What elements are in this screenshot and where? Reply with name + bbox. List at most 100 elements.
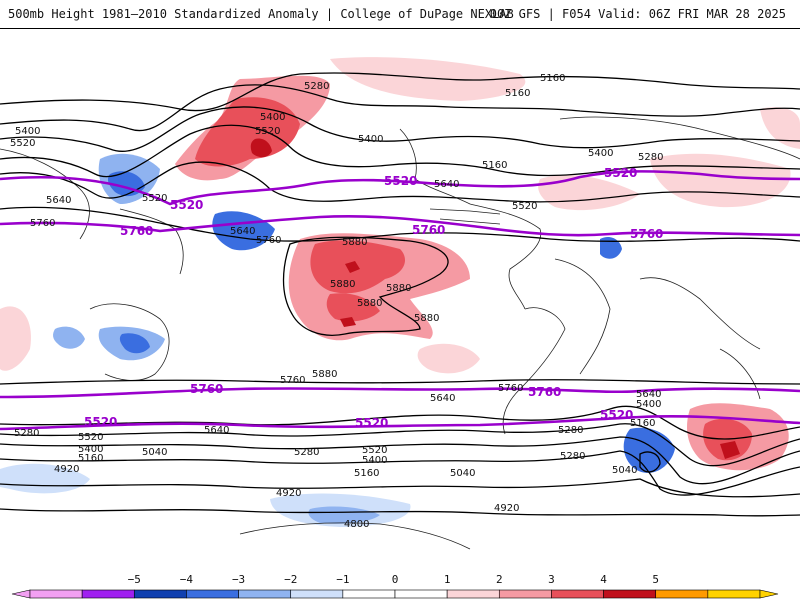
map-panel: 5280 5160 5160 5400 5520 5400 5400 5160 … bbox=[0, 28, 800, 562]
colorbar-tick-label: 3 bbox=[548, 573, 555, 586]
coastline bbox=[554, 258, 611, 375]
height-contour bbox=[0, 206, 800, 242]
contour-label: 5520 bbox=[362, 445, 387, 456]
colorbar-swatch bbox=[290, 589, 344, 599]
colorbar-swatch bbox=[498, 589, 552, 599]
contour-label: 5640 bbox=[230, 226, 255, 237]
colorbar-tick-label: 2 bbox=[496, 573, 503, 586]
height-contour-5760 bbox=[0, 214, 800, 237]
colorbar-tick-label: 1 bbox=[444, 573, 451, 586]
colorbar-swatch bbox=[707, 589, 761, 599]
anomaly-region bbox=[326, 293, 380, 322]
contour-label: 5280 bbox=[14, 428, 39, 439]
contour-label: 5400 bbox=[362, 455, 387, 466]
colorbar-tick-label: −3 bbox=[232, 573, 245, 586]
contour-label-5520: 5520 bbox=[604, 166, 637, 180]
anomaly-region bbox=[345, 261, 360, 273]
highlight-contours bbox=[0, 170, 800, 431]
colorbar-arrow-right bbox=[759, 589, 779, 599]
contour-label: 5520 bbox=[512, 201, 537, 212]
height-contour bbox=[0, 161, 800, 203]
height-contour-5520 bbox=[0, 170, 800, 206]
contour-label: 4920 bbox=[276, 488, 301, 499]
contour-label-5520: 5520 bbox=[355, 416, 388, 430]
contour-label: 5280 bbox=[294, 447, 319, 458]
contour-label: 5280 bbox=[560, 451, 585, 462]
anomaly-region bbox=[417, 343, 480, 374]
anomaly-region bbox=[308, 506, 380, 524]
contour-label-5760: 5760 bbox=[528, 385, 561, 399]
header: 500mb Height 1981–2010 Standardized Anom… bbox=[0, 0, 800, 28]
contour-label: 5400 bbox=[588, 148, 613, 159]
contour-label: 5400 bbox=[636, 399, 661, 410]
colorbar-swatch bbox=[551, 589, 604, 599]
contour-label: 5880 bbox=[312, 369, 337, 380]
model-run-info: 00Z GFS | F054 Valid: 06Z FRI MAR 28 202… bbox=[489, 7, 786, 21]
anomaly-region bbox=[760, 107, 800, 149]
contour-label: 5640 bbox=[204, 425, 229, 436]
height-contour bbox=[0, 124, 800, 178]
contour-label: 5640 bbox=[434, 179, 459, 190]
contour-label: 5280 bbox=[638, 152, 663, 163]
anomaly-region bbox=[330, 57, 526, 101]
contour-label-5760: 5760 bbox=[120, 224, 153, 238]
colorbar-arrow-left bbox=[11, 589, 31, 599]
colorbar-swatch bbox=[238, 589, 292, 599]
coastline bbox=[239, 522, 471, 550]
height-contour bbox=[639, 451, 661, 473]
height-contour-5520 bbox=[0, 414, 800, 431]
contour-label-5760: 5760 bbox=[412, 223, 445, 237]
colorbar-swatch bbox=[29, 589, 83, 599]
contour-label-5520: 5520 bbox=[600, 408, 633, 422]
contour-label: 5880 bbox=[342, 237, 367, 248]
contour-label: 5400 bbox=[78, 444, 103, 455]
anomaly-region bbox=[720, 441, 740, 459]
contour-label: 5400 bbox=[358, 134, 383, 145]
coastlines bbox=[0, 116, 800, 550]
contour-label: 5520 bbox=[255, 126, 280, 137]
coastline bbox=[559, 116, 800, 160]
coastline bbox=[639, 277, 761, 350]
contour-label: 5160 bbox=[482, 160, 507, 171]
height-contour bbox=[0, 379, 800, 385]
contour-label: 5040 bbox=[142, 447, 167, 458]
anomaly-region bbox=[538, 174, 640, 211]
contour-label: 5160 bbox=[630, 418, 655, 429]
height-contour bbox=[0, 84, 800, 132]
highlight-labels: 5520 5520 5520 5520 5760 5760 5760 5760 … bbox=[84, 166, 663, 430]
colorbar-swatches bbox=[11, 589, 779, 599]
contour-label: 4800 bbox=[344, 519, 369, 530]
contour-label-5520: 5520 bbox=[170, 198, 203, 212]
contour-label: 5400 bbox=[15, 126, 40, 137]
colorbar-tick-label: −1 bbox=[336, 573, 349, 586]
contour-label: 5160 bbox=[540, 73, 565, 84]
colorbar-swatch bbox=[603, 589, 657, 599]
colorbar-swatch bbox=[655, 589, 709, 599]
colorbar-swatch bbox=[133, 589, 187, 599]
anomaly-region bbox=[119, 333, 150, 354]
anomaly-region bbox=[340, 317, 356, 327]
height-contour bbox=[0, 405, 800, 440]
height-contour bbox=[0, 508, 800, 517]
map-title: 500mb Height 1981–2010 Standardized Anom… bbox=[8, 7, 514, 21]
contour-label: 5160 bbox=[505, 88, 530, 99]
contour-label: 4920 bbox=[54, 464, 79, 475]
colorbar-tick-label: 4 bbox=[600, 573, 607, 586]
contour-label: 5040 bbox=[612, 465, 637, 476]
height-contour bbox=[282, 236, 449, 336]
contour-label: 5760 bbox=[498, 383, 523, 394]
colorbar-tick-label: −4 bbox=[180, 573, 194, 586]
height-contour bbox=[0, 478, 800, 498]
colorbar-tick-label: −2 bbox=[284, 573, 297, 586]
height-contour-5760 bbox=[0, 387, 800, 399]
height-contour bbox=[0, 423, 800, 467]
coastline bbox=[399, 128, 542, 310]
coastline bbox=[0, 148, 90, 240]
colorbar-swatch bbox=[394, 589, 448, 599]
colorbar-tick-label: 0 bbox=[392, 573, 399, 586]
contour-label: 5280 bbox=[558, 425, 583, 436]
height-contour bbox=[0, 72, 800, 112]
map-canvas: 5280 5160 5160 5400 5520 5400 5400 5160 … bbox=[0, 57, 800, 550]
height-contours bbox=[0, 72, 800, 517]
colorbar-ticks: −5 −4 −3 −2 −1 0 1 2 3 4 5 bbox=[128, 573, 659, 586]
